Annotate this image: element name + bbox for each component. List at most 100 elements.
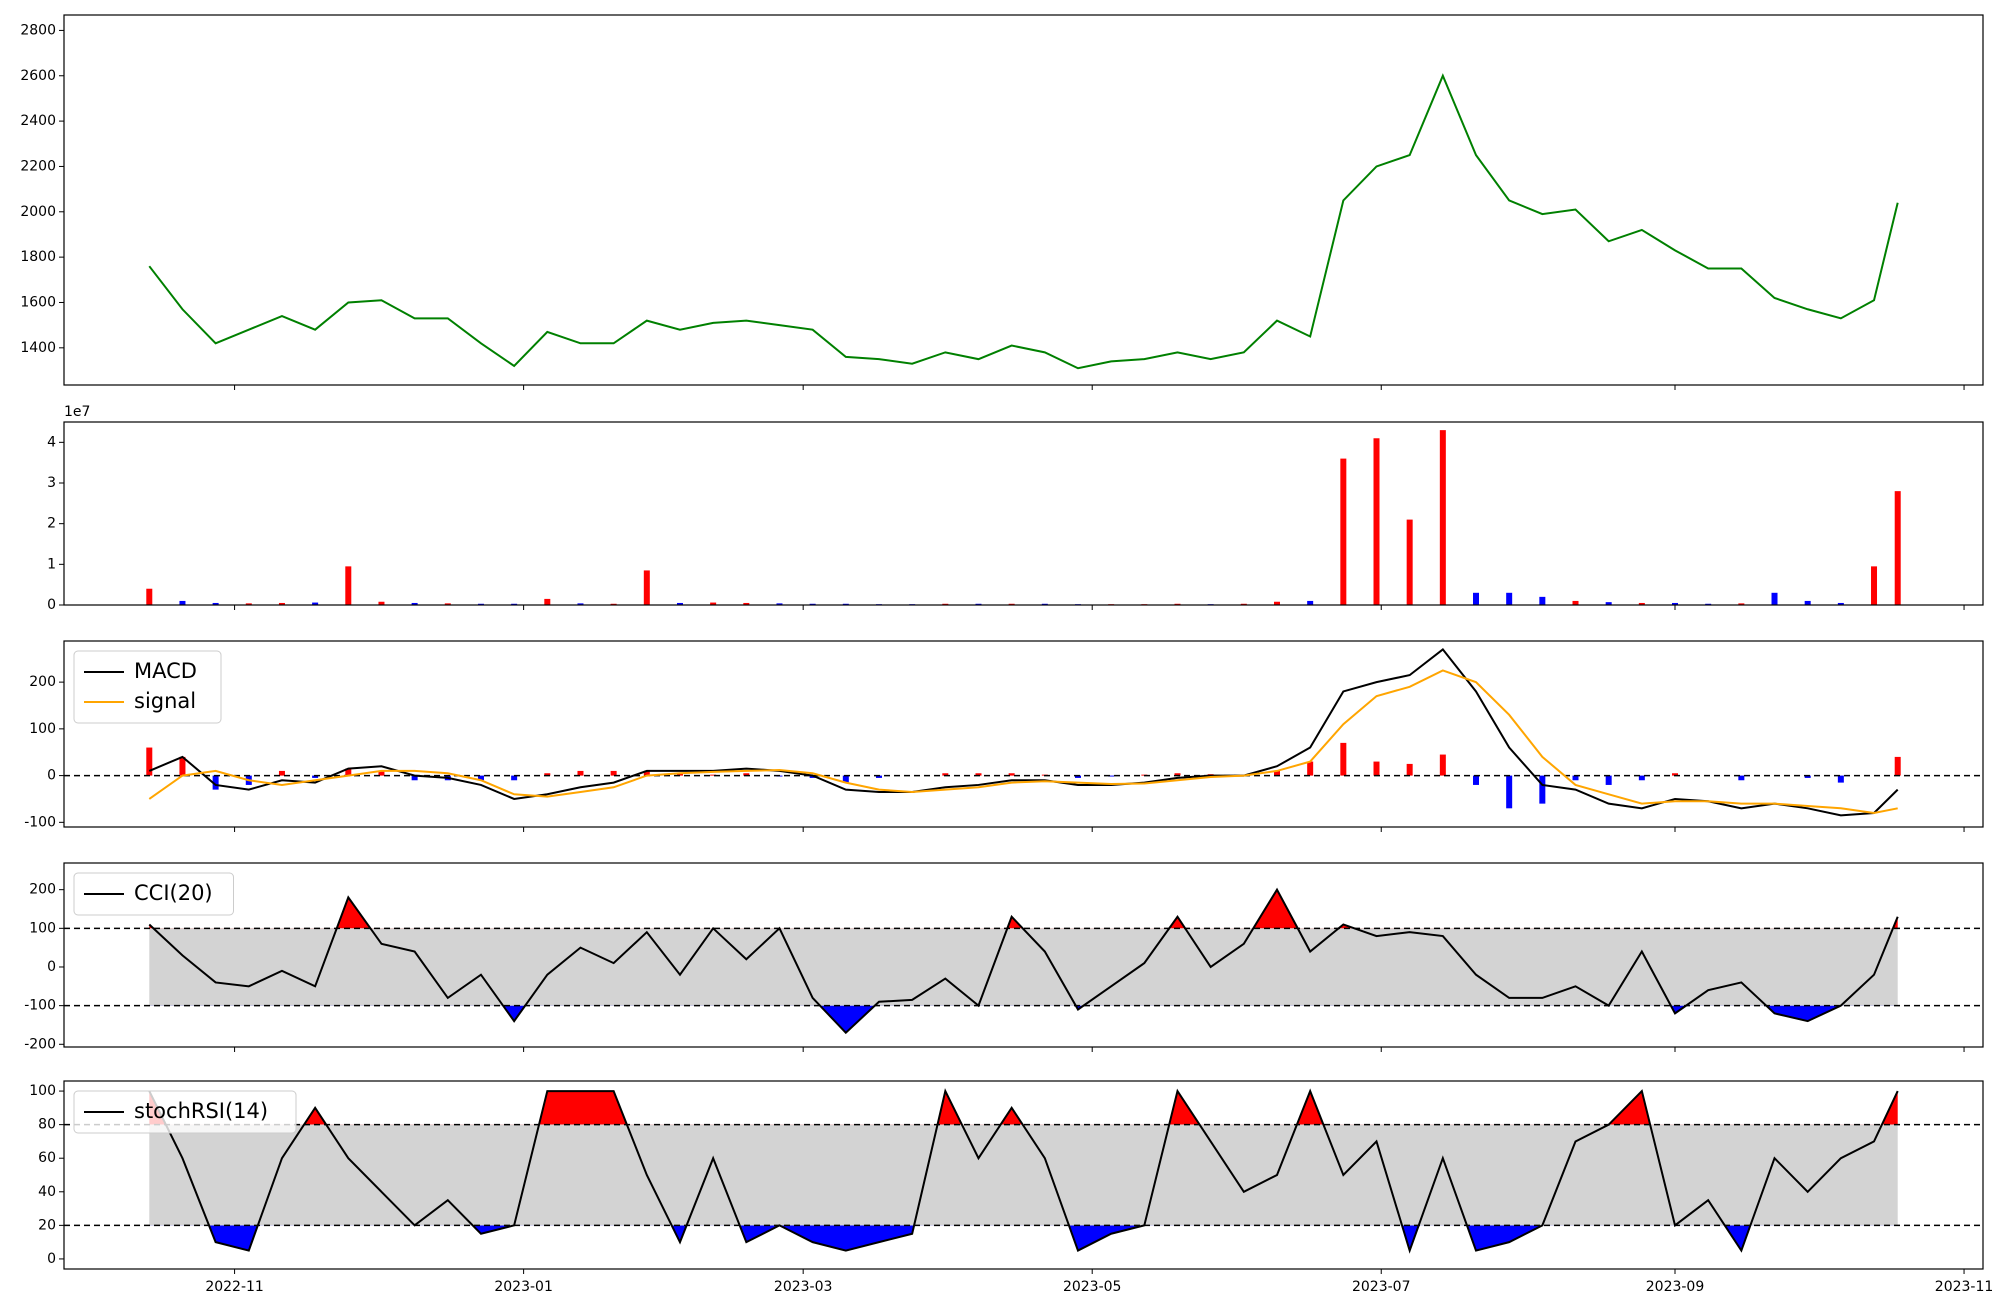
volume-bar xyxy=(146,588,153,605)
y-tick-label: -100 xyxy=(24,814,56,830)
y-tick-label: 100 xyxy=(29,920,56,936)
y-tick-label: 1 xyxy=(47,556,56,572)
axes-frame xyxy=(63,862,1984,1048)
x-tick-label: 2022-11 xyxy=(205,1279,264,1295)
y-tick-label: 0 xyxy=(47,959,56,975)
histogram-bar xyxy=(278,770,285,776)
histogram-bar xyxy=(1473,775,1480,785)
band-fill xyxy=(149,928,1898,1006)
volume-bar xyxy=(1008,603,1015,605)
histogram-bar xyxy=(146,747,153,776)
volume-bar xyxy=(776,603,783,605)
volume-bar xyxy=(179,600,186,605)
histogram-bar xyxy=(378,770,385,776)
series-line xyxy=(148,648,1899,817)
volume-bar xyxy=(1894,491,1901,605)
legend: stochRSI(14) xyxy=(73,1090,297,1134)
histogram-bar xyxy=(212,775,219,790)
volume-bar xyxy=(743,602,750,605)
histogram-bar xyxy=(1506,775,1513,809)
histogram-bar xyxy=(312,775,319,778)
volume-bar xyxy=(710,602,717,605)
series-line xyxy=(148,887,1899,1035)
volume-bar xyxy=(1041,603,1048,605)
y-tick-label: 100 xyxy=(29,721,56,737)
histogram-bar xyxy=(477,775,484,781)
y-tick-label: 2200 xyxy=(20,158,56,174)
volume-bar xyxy=(1439,430,1446,605)
y-tick-label: 0 xyxy=(47,1251,56,1267)
y-tick-label: 3 xyxy=(47,475,56,491)
legend-label: CCI(20) xyxy=(134,881,213,905)
volume-bar xyxy=(1174,603,1181,605)
volume-bar xyxy=(676,602,683,605)
histogram-bar xyxy=(1605,775,1612,785)
legend-box xyxy=(73,1090,297,1134)
volume-bar xyxy=(444,603,451,605)
histogram-bar xyxy=(1672,773,1679,776)
volume-bar xyxy=(1672,602,1679,605)
band-fill xyxy=(149,1124,1898,1226)
y-tick-label: 1800 xyxy=(20,249,56,265)
series-line xyxy=(148,1088,1899,1254)
histogram-bar xyxy=(1539,775,1546,804)
histogram-bar xyxy=(1638,775,1645,781)
legend-box xyxy=(73,650,222,724)
histogram-bar xyxy=(1273,770,1280,776)
x-tick-label: 2023-07 xyxy=(1352,1279,1411,1295)
histogram-bar xyxy=(1373,761,1380,776)
volume-bar xyxy=(1804,600,1811,605)
axes-frame xyxy=(63,1080,1984,1270)
y-tick-label: 80 xyxy=(38,1117,56,1133)
volume-bar xyxy=(1572,600,1579,605)
histogram-bar xyxy=(1572,775,1579,781)
volume-bar xyxy=(378,601,385,605)
volume-bar xyxy=(1373,438,1380,605)
histogram-bar xyxy=(1738,775,1745,781)
volume-bar xyxy=(610,603,617,605)
histogram-bar xyxy=(1837,775,1844,783)
y-tick-label: 2400 xyxy=(20,113,56,129)
histogram-bar xyxy=(842,775,849,783)
x-tick-label: 2023-03 xyxy=(774,1279,833,1295)
histogram-bar xyxy=(511,775,518,781)
y-tick-label: -100 xyxy=(24,998,56,1014)
histogram-bar xyxy=(1174,773,1181,776)
axes-frame xyxy=(63,421,1984,606)
histogram-bar xyxy=(1894,756,1901,776)
histogram-bar xyxy=(1074,775,1081,778)
volume-bar xyxy=(1307,600,1314,605)
volume-bar xyxy=(477,603,484,605)
y-tick-label: 2600 xyxy=(20,68,56,84)
volume-bar xyxy=(1506,592,1513,605)
histogram-bar xyxy=(1108,775,1115,777)
histogram-bar xyxy=(743,773,750,776)
histogram-bar xyxy=(411,775,418,781)
volume-bar xyxy=(1340,458,1347,605)
histogram-bar xyxy=(1340,742,1347,776)
histogram-bar xyxy=(1307,761,1314,776)
volume-bar xyxy=(643,570,650,605)
volume-bar xyxy=(411,602,418,605)
volume-bar xyxy=(1473,592,1480,605)
histogram-bar xyxy=(875,775,882,778)
y-tick-label: 2000 xyxy=(20,204,56,220)
y-tick-label: 0 xyxy=(47,768,56,784)
x-tick-label: 2023-11 xyxy=(1935,1279,1994,1295)
legend-label: stochRSI(14) xyxy=(134,1099,268,1123)
volume-bar xyxy=(1837,602,1844,605)
histogram-bar xyxy=(643,770,650,776)
volume-bar xyxy=(1539,596,1546,605)
y-tick-label: 0 xyxy=(47,597,56,613)
volume-bar xyxy=(975,603,982,605)
volume-bar xyxy=(544,598,551,605)
volume-bar xyxy=(1605,602,1612,605)
y-tick-label: 20 xyxy=(38,1217,56,1233)
histogram-bar xyxy=(710,774,717,776)
offset-label: 1e7 xyxy=(64,404,90,420)
histogram-bar xyxy=(942,773,949,776)
volume-bar xyxy=(1273,601,1280,605)
y-tick-label: 60 xyxy=(38,1150,56,1166)
x-tick-label: 2023-01 xyxy=(494,1279,553,1295)
histogram-bar xyxy=(809,775,816,778)
